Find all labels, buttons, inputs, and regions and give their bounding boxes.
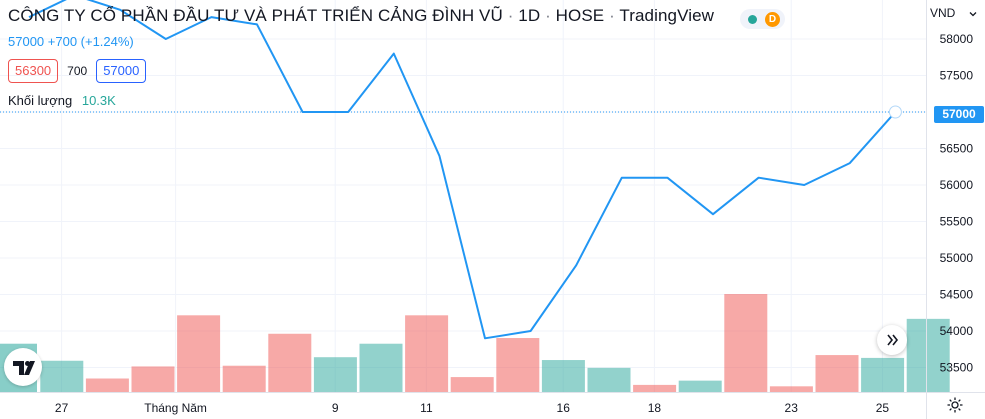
volume-bar xyxy=(678,380,722,392)
price-tick-label: 56500 xyxy=(940,142,974,156)
gear-icon[interactable] xyxy=(946,396,964,414)
volume-legend: Khối lượng 10.3K xyxy=(8,93,116,108)
volume-bar xyxy=(40,360,84,392)
tradingview-logo-icon xyxy=(13,361,35,375)
volume-bar xyxy=(815,355,859,392)
volume-bar xyxy=(541,360,585,392)
currency-selector[interactable]: VND xyxy=(930,6,956,20)
time-scale-ticks: 27 Tháng Năm 9 11 16 18 23 25 xyxy=(55,401,889,415)
volume-label: Khối lượng xyxy=(8,93,73,108)
interval-label[interactable]: 1D xyxy=(518,6,541,25)
volume-bar xyxy=(359,343,403,392)
volume-bar xyxy=(313,357,357,392)
time-tick-label: 18 xyxy=(648,401,662,415)
order-buttons: 56300 700 57000 xyxy=(8,58,147,84)
volume-bar xyxy=(769,386,813,392)
time-tick-label: 16 xyxy=(557,401,571,415)
price-tick-label: 56000 xyxy=(940,178,974,192)
time-tick-label: 11 xyxy=(420,401,433,415)
time-tick-label: 25 xyxy=(876,401,890,415)
source-label: TradingView xyxy=(619,6,715,25)
time-tick-label: 23 xyxy=(785,401,799,415)
price-tick-label: 55500 xyxy=(940,215,974,229)
price-scale-ticks: 53500 54000 54500 55000 55500 56000 56500 57500… xyxy=(940,32,974,375)
volume-bar xyxy=(405,315,449,392)
price-line xyxy=(0,0,926,340)
market-status-badge[interactable]: D xyxy=(740,9,785,29)
price-tick-label: 54000 xyxy=(940,324,974,338)
buy-button[interactable]: 57000 xyxy=(96,59,147,83)
volume-bar xyxy=(906,318,950,392)
price-tick-label: 53500 xyxy=(940,361,974,375)
market-open-icon xyxy=(748,15,757,24)
volume-bar xyxy=(496,338,540,392)
volume-bar xyxy=(85,378,129,392)
delayed-data-badge: D xyxy=(765,12,780,27)
separator: · xyxy=(545,6,551,25)
tradingview-logo[interactable] xyxy=(4,348,42,386)
volume-bar xyxy=(633,384,677,392)
volume-bar xyxy=(450,377,494,392)
spread-value: 700 xyxy=(67,64,88,78)
volume-bar xyxy=(222,365,266,392)
volume-bar xyxy=(587,367,631,392)
volume-bar xyxy=(724,294,768,392)
price-tick-label: 55000 xyxy=(940,251,974,265)
time-tick-label: Tháng Năm xyxy=(144,401,207,415)
company-name: CÔNG TY CỔ PHẦN ĐẦU TƯ VÀ PHÁT TRIỂN CẢN… xyxy=(8,6,503,25)
price-change: 57000 +700 (+1.24%) xyxy=(8,34,134,49)
price-tick-label: 58000 xyxy=(940,32,974,46)
price-tick-label: 57500 xyxy=(940,69,974,83)
double-chevron-right-icon xyxy=(887,334,899,346)
price-tick-label: 54500 xyxy=(940,288,974,302)
separator: · xyxy=(507,6,514,25)
exchange-label: HOSE xyxy=(555,6,605,25)
symbol-legend: CÔNG TY CỔ PHẦN ĐẦU TƯ VÀ PHÁT TRIỂN CẢN… xyxy=(8,6,714,26)
volume-value: 10.3K xyxy=(81,93,116,108)
sell-button[interactable]: 56300 xyxy=(8,59,59,83)
price-series-line xyxy=(28,0,897,340)
volume-bar xyxy=(861,357,905,392)
current-price-label: 57000 xyxy=(934,106,984,123)
volume-bar xyxy=(131,366,175,392)
separator: · xyxy=(609,6,615,25)
time-tick-label: 9 xyxy=(332,401,339,415)
time-tick-label: 27 xyxy=(55,401,69,415)
scroll-to-realtime-button[interactable] xyxy=(877,325,907,355)
last-price-marker xyxy=(888,105,902,119)
volume-bar xyxy=(177,315,221,392)
volume-bar xyxy=(268,333,312,392)
volume-bars xyxy=(0,294,950,392)
chevron-down-icon[interactable] xyxy=(969,10,977,18)
